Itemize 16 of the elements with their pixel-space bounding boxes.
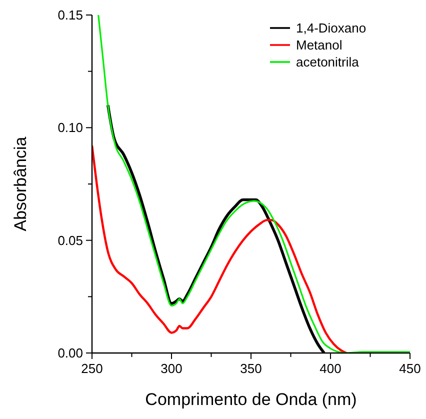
y-tick-label: 0.15 (58, 8, 83, 22)
x-axis-title: Comprimento de Onda (nm) (145, 390, 357, 409)
y-axis-title: Absorbância (11, 136, 30, 232)
y-tick-label: 0.10 (58, 120, 83, 136)
y-tick-label: 0.00 (58, 346, 83, 360)
line-series (92, 144, 348, 353)
line-series (98, 14, 410, 353)
legend-label: Metanol (296, 38, 342, 52)
x-tick-label: 450 (399, 361, 421, 376)
x-tick-label: 400 (320, 361, 342, 376)
y-tick-label: 0.05 (58, 232, 83, 248)
x-tick-label: 350 (240, 361, 262, 376)
legend-label: 1,4-Dioxano (296, 20, 366, 36)
x-tick-label: 300 (160, 361, 182, 376)
x-tick-label: 250 (81, 361, 103, 376)
legend-label: acetonitrila (296, 54, 360, 70)
